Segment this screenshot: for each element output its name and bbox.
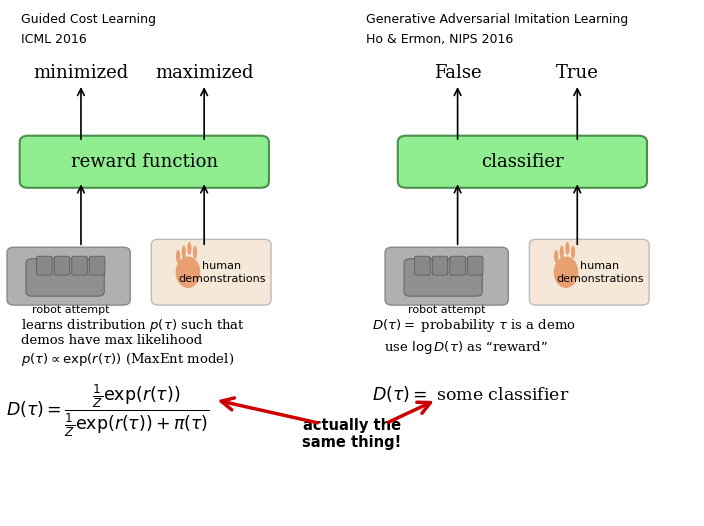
Ellipse shape	[565, 242, 570, 255]
FancyBboxPatch shape	[398, 136, 647, 188]
FancyBboxPatch shape	[89, 256, 105, 275]
Text: demonstrations: demonstrations	[556, 274, 643, 284]
Text: human: human	[580, 261, 620, 271]
Ellipse shape	[176, 250, 180, 263]
Text: Generative Adversarial Imitation Learning: Generative Adversarial Imitation Learnin…	[366, 13, 629, 26]
Ellipse shape	[554, 257, 579, 288]
Text: demonstrations: demonstrations	[178, 274, 265, 284]
Text: use $\log D(\tau)$ as “reward”: use $\log D(\tau)$ as “reward”	[384, 339, 548, 356]
Text: maximized: maximized	[155, 64, 253, 82]
Text: robot attempt: robot attempt	[32, 305, 109, 315]
Text: ICML 2016: ICML 2016	[21, 33, 87, 46]
Ellipse shape	[560, 246, 564, 259]
Text: human: human	[202, 261, 241, 271]
FancyBboxPatch shape	[54, 256, 70, 275]
Text: minimized: minimized	[33, 64, 129, 82]
Text: True: True	[556, 64, 598, 82]
Ellipse shape	[571, 246, 575, 259]
Text: False: False	[434, 64, 482, 82]
FancyBboxPatch shape	[7, 247, 130, 305]
Text: $p(\tau) \propto \exp(r(\tau))$ (MaxEnt model): $p(\tau) \propto \exp(r(\tau))$ (MaxEnt …	[21, 351, 234, 368]
Ellipse shape	[554, 250, 558, 263]
Text: demos have max likelihood: demos have max likelihood	[21, 334, 202, 347]
FancyBboxPatch shape	[385, 247, 508, 305]
Ellipse shape	[187, 242, 191, 255]
Text: classifier: classifier	[481, 153, 564, 171]
Ellipse shape	[182, 246, 186, 259]
FancyBboxPatch shape	[151, 239, 271, 305]
FancyBboxPatch shape	[37, 256, 52, 275]
FancyBboxPatch shape	[72, 256, 87, 275]
Ellipse shape	[193, 246, 197, 259]
FancyBboxPatch shape	[26, 259, 104, 296]
Text: actually the
same thing!: actually the same thing!	[303, 418, 401, 450]
Text: reward function: reward function	[71, 153, 218, 171]
Text: $D(\tau) = $ some classifier: $D(\tau) = $ some classifier	[372, 385, 570, 404]
FancyBboxPatch shape	[529, 239, 649, 305]
FancyBboxPatch shape	[450, 256, 465, 275]
Text: $D(\tau) = $ probability $\tau$ is a demo: $D(\tau) = $ probability $\tau$ is a dem…	[372, 317, 576, 333]
Text: Ho & Ermon, NIPS 2016: Ho & Ermon, NIPS 2016	[366, 33, 513, 46]
FancyBboxPatch shape	[20, 136, 269, 188]
Text: robot attempt: robot attempt	[408, 305, 486, 315]
Text: Guided Cost Learning: Guided Cost Learning	[21, 13, 156, 26]
Ellipse shape	[176, 257, 201, 288]
Text: learns distribution $p(\tau)$ such that: learns distribution $p(\tau)$ such that	[21, 317, 245, 333]
Text: $D(\tau) = \dfrac{\frac{1}{Z}\exp(r(\tau))}{\frac{1}{Z}\exp(r(\tau)) + \pi(\tau): $D(\tau) = \dfrac{\frac{1}{Z}\exp(r(\tau…	[6, 382, 209, 439]
FancyBboxPatch shape	[467, 256, 483, 275]
FancyBboxPatch shape	[404, 259, 482, 296]
FancyBboxPatch shape	[415, 256, 430, 275]
FancyBboxPatch shape	[432, 256, 448, 275]
